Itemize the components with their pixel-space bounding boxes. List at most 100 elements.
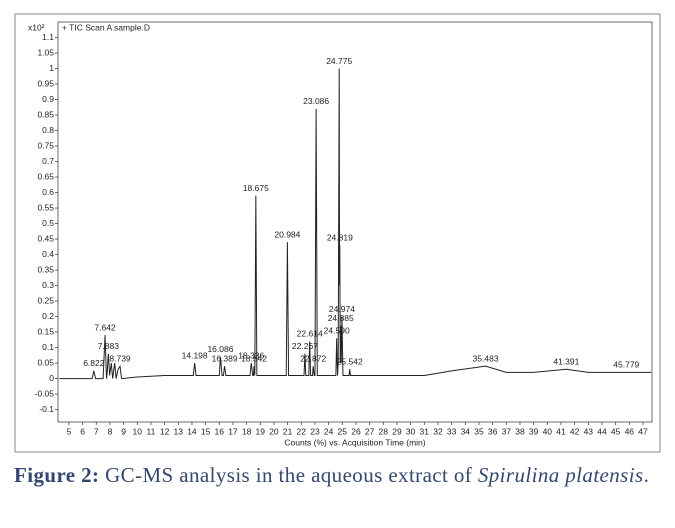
peak-label: 14.198 (182, 350, 208, 360)
x-tick-label: 10 (133, 426, 143, 436)
y-tick-label: 0.4 (42, 249, 54, 259)
chart: x10² + TIC Scan A sample.D Counts (%) vs… (14, 13, 661, 453)
y-tick-label: 1.05 (37, 47, 54, 57)
y-tick-label: 0.3 (42, 280, 54, 290)
x-tick-label: 40 (543, 426, 553, 436)
x-tick-label: 24 (324, 426, 334, 436)
x-tick-label: 23 (310, 426, 320, 436)
y-tick-label: 0.8 (42, 125, 54, 135)
x-tick-label: 15 (201, 426, 211, 436)
peak-label: 24.974 (329, 304, 355, 314)
y-tick-label: 0.25 (37, 295, 54, 305)
peak-label: 18.542 (241, 353, 267, 363)
y-tick-label: 0.95 (37, 78, 54, 88)
x-tick-label: 34 (461, 426, 471, 436)
y-tick-label: 0.45 (37, 233, 54, 243)
x-tick-label: 8 (108, 426, 113, 436)
x-tick-label: 41 (556, 426, 566, 436)
y-tick-label: 0.6 (42, 187, 54, 197)
x-tick-label: 27 (365, 426, 375, 436)
y-tick-label: 0.1 (42, 342, 54, 352)
y-tick-label: 1 (49, 63, 54, 73)
x-tick-label: 33 (447, 426, 457, 436)
x-tick-label: 29 (392, 426, 402, 436)
plot-area (57, 21, 653, 423)
y-tick-label: 0.65 (37, 171, 54, 181)
caption-label: Figure 2: (14, 463, 100, 487)
x-tick-label: 35 (474, 426, 484, 436)
x-tick-label: 16 (215, 426, 225, 436)
y-tick-label: 0.15 (37, 326, 54, 336)
peak-label: 22.872 (300, 353, 326, 363)
peak-label: 18.336 (238, 350, 264, 360)
peak-label: 22.614 (297, 329, 323, 339)
x-tick-label: 44 (597, 426, 607, 436)
peak-label: 18.675 (243, 183, 269, 193)
chart-title: + TIC Scan A sample.D (62, 22, 150, 32)
y-tick-label: 0.05 (37, 357, 54, 367)
y-tick-label: 0.7 (42, 156, 54, 166)
x-tick-label: 17 (228, 426, 238, 436)
peak-label: 25.542 (337, 357, 363, 367)
caption-species: Spirulina platensis (477, 463, 644, 487)
y-tick-label: 0.9 (42, 94, 54, 104)
x-axis-label: Counts (%) vs. Acquisition Time (min) (284, 437, 425, 447)
x-tick-label: 39 (529, 426, 539, 436)
y-tick-label: -0.1 (39, 404, 54, 414)
x-tick-label: 38 (515, 426, 525, 436)
x-tick-label: 13 (174, 426, 184, 436)
peak-label: 20.984 (274, 229, 300, 239)
peak-label: 7.642 (94, 322, 116, 332)
x-tick-label: 45 (611, 426, 621, 436)
y-tick-label: 0.75 (37, 140, 54, 150)
x-tick-label: 5 (67, 426, 72, 436)
peak-label: 23.086 (303, 96, 329, 106)
peak-label: 24.590 (324, 326, 350, 336)
peak-label: 24.775 (326, 56, 352, 66)
y-tick-label: -0.05 (35, 388, 55, 398)
peak-label: 45.779 (613, 360, 639, 370)
x-tick-label: 18 (242, 426, 252, 436)
x-tick-label: 42 (570, 426, 580, 436)
trace (59, 68, 652, 380)
x-tick-label: 21 (283, 426, 293, 436)
x-tick-label: 9 (121, 426, 126, 436)
x-tick-label: 32 (433, 426, 443, 436)
x-tick-label: 25 (338, 426, 348, 436)
x-tick-label: 26 (351, 426, 361, 436)
x-tick-label: 28 (379, 426, 389, 436)
x-tick-label: 19 (256, 426, 266, 436)
peak-label: 22.267 (292, 341, 318, 351)
y-tick-label: 0.2 (42, 311, 54, 321)
x-tick-label: 20 (269, 426, 279, 436)
peak-label: 16.086 (207, 344, 233, 354)
x-tick-label: 47 (638, 426, 648, 436)
peak-label: 35.483 (473, 353, 499, 363)
y-tick-label: 0.85 (37, 109, 54, 119)
x-tick-label: 22 (297, 426, 307, 436)
caption-text: GC-MS analysis in the aqueous extract of (99, 463, 478, 487)
caption-end: . (643, 463, 650, 487)
y-tick-label: 1.1 (42, 32, 54, 42)
peak-label: 8.739 (109, 353, 131, 363)
x-tick-label: 6 (80, 426, 85, 436)
peak-label: 41.391 (553, 357, 579, 367)
y-tick-label: 0.55 (37, 202, 54, 212)
caption: Figure 2: GC-MS analysis in the aqueous … (14, 462, 662, 489)
y-tick-label: 0.5 (42, 218, 54, 228)
x-tick-label: 46 (625, 426, 635, 436)
x-tick-label: 11 (147, 426, 156, 436)
x-tick-label: 12 (160, 426, 170, 436)
y-tick-label: 0 (49, 373, 54, 383)
x-tick-label: 43 (584, 426, 594, 436)
peak-label: 16.389 (212, 353, 238, 363)
peak-label: 24.885 (328, 313, 354, 323)
x-tick-label: 7 (94, 426, 99, 436)
y-tick-label: 0.35 (37, 264, 54, 274)
peak-label: 24.819 (327, 233, 353, 243)
peak-label: 7.883 (98, 341, 120, 351)
x-tick-label: 14 (187, 426, 197, 436)
x-tick-label: 36 (488, 426, 498, 436)
y-multiplier: x10² (28, 22, 45, 32)
